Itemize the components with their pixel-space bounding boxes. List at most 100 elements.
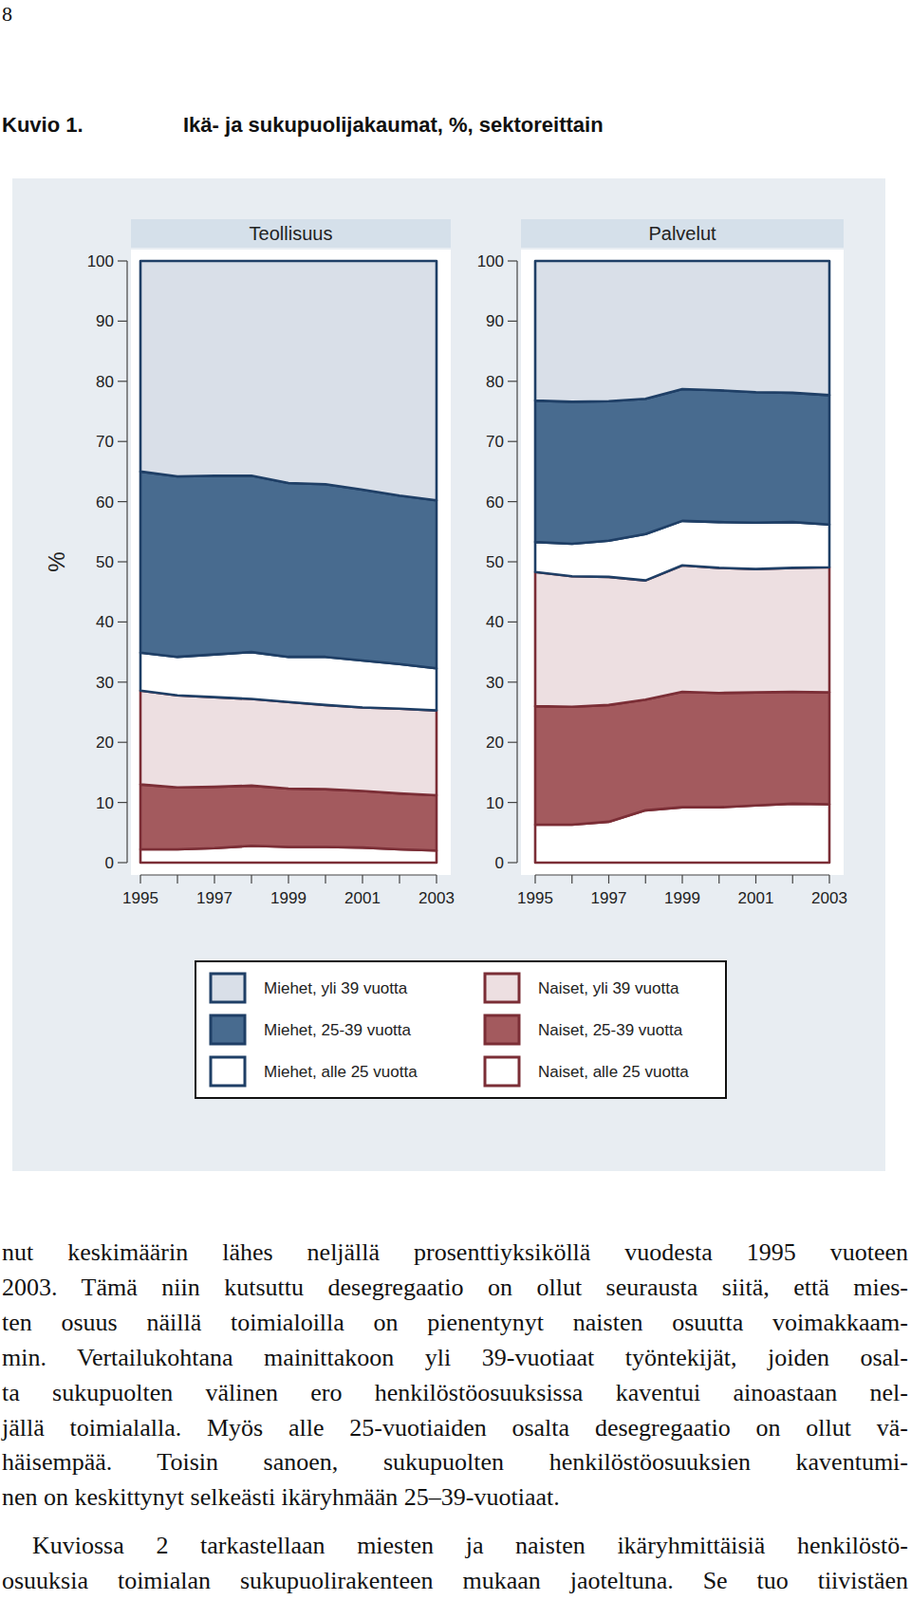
x-tick-label: 2001	[738, 889, 775, 908]
legend-label: Naiset, yli 39 vuotta	[538, 979, 680, 998]
x-tick-label: 1995	[517, 889, 554, 908]
x-tick	[828, 874, 830, 884]
y-tick-label: 90	[95, 312, 114, 331]
x-minor-tick	[718, 874, 720, 884]
x-tick	[139, 874, 141, 884]
y-tick	[117, 742, 128, 744]
y-tick-label: 40	[485, 613, 504, 632]
y-tick	[507, 501, 518, 502]
y-tick	[507, 320, 518, 322]
x-minor-tick	[176, 874, 178, 884]
y-tick	[117, 501, 128, 502]
y-tick	[117, 681, 128, 683]
x-tick	[608, 874, 610, 884]
text-line: Kuviossa 2 tarkastellaan miesten ja nais…	[32, 1528, 909, 1563]
legend-swatch	[484, 1015, 520, 1044]
y-tick-label: 90	[485, 312, 504, 331]
text-line: häisempää. Toisin sanoen, sukupuolten he…	[1, 1445, 909, 1480]
text-line: osuuksia toimialan sukupuolirakenteen mu…	[1, 1563, 909, 1599]
y-tick	[507, 441, 518, 443]
x-minor-tick	[571, 874, 573, 884]
legend-swatch	[210, 973, 245, 1003]
area-band	[140, 471, 437, 669]
figure-label: Kuvio 1.	[1, 112, 84, 137]
legend-label: Miehet, 25-39 vuotta	[263, 1021, 412, 1040]
y-tick	[507, 742, 518, 744]
text-line: nut keskimäärin lähes neljällä prosentti…	[1, 1235, 909, 1270]
text-line: nen on keskittynyt selkeästi ikäryhmään …	[1, 1480, 909, 1515]
data-area	[535, 260, 830, 863]
area-band	[140, 260, 437, 501]
x-tick-label: 2003	[418, 889, 455, 908]
y-tick	[507, 560, 518, 562]
plot-background	[130, 249, 451, 875]
y-tick	[117, 260, 128, 261]
y-tick	[117, 560, 128, 562]
y-tick	[117, 320, 128, 322]
y-tick-label: 60	[95, 493, 114, 512]
x-tick	[755, 874, 757, 884]
y-tick-label: 80	[485, 372, 504, 391]
legend-swatch	[210, 1015, 245, 1044]
text-line: 2003. Tämä niin kutsuttu desegregaatio o…	[1, 1270, 909, 1305]
x-tick	[534, 874, 536, 884]
page-number: 8	[1, 1, 13, 26]
text-line: min. Vertailukohtana mainittakoon yli 39…	[1, 1340, 909, 1376]
x-tick	[681, 874, 683, 884]
y-tick	[507, 681, 518, 683]
x-minor-tick	[324, 874, 326, 884]
y-tick	[117, 621, 128, 623]
x-tick	[287, 874, 289, 884]
legend-label: Naiset, alle 25 vuotta	[538, 1062, 689, 1081]
x-minor-tick	[792, 874, 794, 884]
area-band	[535, 389, 830, 544]
area-band	[535, 691, 830, 825]
text-line: ten osuus näillä toimialoilla on pienent…	[1, 1305, 909, 1340]
y-tick-label: 70	[485, 432, 504, 451]
x-tick-label: 1997	[196, 889, 233, 908]
chart-panel: Palvelut01020304050607080901001995199719…	[477, 219, 848, 908]
y-tick-label: 30	[95, 673, 114, 692]
y-tick-label: 100	[477, 252, 504, 271]
x-tick	[213, 874, 215, 884]
y-tick-label: 0	[105, 854, 114, 873]
y-tick-label: 70	[95, 432, 114, 451]
y-tick	[117, 861, 128, 863]
legend-label: Miehet, alle 25 vuotta	[263, 1062, 418, 1081]
area-band	[535, 260, 830, 402]
y-tick	[507, 621, 518, 623]
legend-box	[195, 961, 726, 1098]
chart-panel: Teollisuus0102030405060708090100%1995199…	[43, 219, 455, 908]
y-tick-label: 0	[495, 854, 504, 873]
area-band	[140, 784, 437, 852]
legend-label: Miehet, yli 39 vuotta	[263, 979, 409, 998]
x-tick-label: 2003	[811, 889, 848, 908]
area-band	[535, 565, 830, 707]
legend-label: Naiset, 25-39 vuotta	[538, 1021, 684, 1040]
x-minor-tick	[645, 874, 647, 884]
figure-caption: Ikä- ja sukupuolijakaumat, %, sektoreitt…	[183, 112, 604, 137]
x-tick	[435, 874, 437, 884]
y-tick	[117, 801, 128, 803]
panel-title: Palvelut	[648, 223, 717, 244]
panel-title: Teollisuus	[249, 223, 334, 244]
text-line: ta sukupuolten välinen ero henkilöstöosu…	[1, 1375, 909, 1411]
plot-background	[520, 249, 844, 875]
y-tick-label: 50	[95, 553, 114, 572]
y-tick	[117, 441, 128, 443]
y-tick	[507, 260, 518, 261]
panel-title-bar	[520, 219, 844, 248]
y-tick-label: 30	[485, 673, 504, 692]
y-tick-label: 20	[485, 733, 504, 752]
x-tick-label: 2001	[344, 889, 381, 908]
data-area	[140, 260, 437, 863]
y-tick-label: 80	[95, 372, 114, 391]
x-minor-tick	[250, 874, 252, 884]
legend-swatch	[484, 973, 520, 1003]
y-tick-label: 10	[485, 794, 504, 813]
legend-swatch	[484, 1057, 520, 1086]
y-tick-label: 60	[485, 493, 504, 512]
x-tick-label: 1997	[591, 889, 628, 908]
y-tick	[507, 801, 518, 803]
y-tick	[507, 861, 518, 863]
